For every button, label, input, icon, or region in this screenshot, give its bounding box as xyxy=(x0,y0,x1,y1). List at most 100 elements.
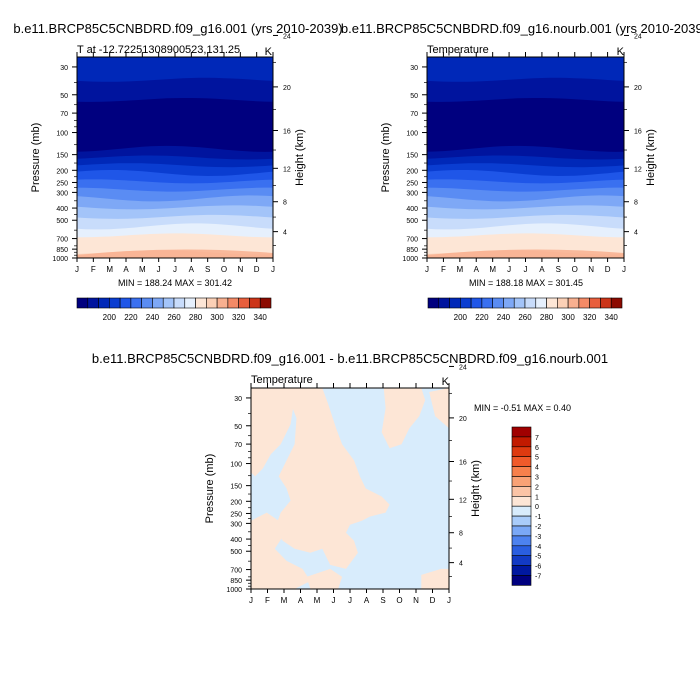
colorbar-label: -1 xyxy=(535,514,541,521)
panel-3-plot-area: J F M A M J J A S O N D J 30 50 70 100 150 200 250 300 400 500… xyxy=(204,364,482,605)
month-tick-label: A xyxy=(189,265,195,274)
pressure-tick-label: 70 xyxy=(60,111,68,118)
colorbar-label: 220 xyxy=(475,313,489,322)
colorbar-box xyxy=(511,495,532,507)
pressure-tick-label: 100 xyxy=(56,131,68,138)
contour-positive-region xyxy=(381,388,426,449)
colorbar-box xyxy=(578,297,590,309)
panel-2-stats: MIN = 188.18 MAX = 301.45 xyxy=(469,278,583,288)
colorbar-label: 340 xyxy=(605,313,619,322)
colorbar-label: 260 xyxy=(167,313,181,322)
panel-3-subtitle-left: Temperature xyxy=(251,374,313,386)
colorbar-label: -7 xyxy=(535,574,541,581)
month-tick-label: S xyxy=(380,596,385,605)
colorbar-label: 220 xyxy=(124,313,138,322)
month-tick-label: J xyxy=(622,265,626,274)
month-tick-label: J xyxy=(271,265,275,274)
month-tick-label: F xyxy=(441,265,446,274)
month-tick-label: O xyxy=(396,596,402,605)
colorbar-box xyxy=(511,555,532,566)
pressure-tick-label: 500 xyxy=(56,218,68,225)
pressure-tick-label: 30 xyxy=(410,65,418,72)
pressure-axis-label: Pressure (mb) xyxy=(380,123,392,193)
colorbar-label: 6 xyxy=(535,445,539,452)
pressure-tick-label: 100 xyxy=(230,462,242,469)
colorbar-box xyxy=(130,297,142,309)
height-axis-label: Height (km) xyxy=(470,460,482,517)
colorbar-label: 300 xyxy=(561,313,575,322)
colorbar-label: 0 xyxy=(535,504,539,511)
colorbar-label: 260 xyxy=(518,313,532,322)
pressure-tick-label: 1000 xyxy=(402,256,418,263)
contour-field xyxy=(427,57,624,258)
month-tick-label: F xyxy=(91,265,96,274)
month-tick-label: A xyxy=(123,265,129,274)
panel-3-title: b.e11.BRCP85C5CNBDRD.f09_g16.001 - b.e11… xyxy=(92,351,608,366)
panel-3-units: K xyxy=(442,376,450,388)
contour-positive-region xyxy=(429,388,449,429)
colorbar-box xyxy=(438,297,450,309)
height-tick-label: 24 xyxy=(634,33,642,40)
panel-1-subtitle-left: T at -12.72251308900523,131.25 xyxy=(77,44,240,56)
height-tick-label: 16 xyxy=(459,459,467,466)
month-tick-label: J xyxy=(157,265,161,274)
month-tick-label: N xyxy=(237,265,243,274)
pressure-tick-label: 1000 xyxy=(52,256,68,263)
contour-band-surface xyxy=(77,249,273,258)
colorbar-box xyxy=(511,476,532,487)
height-tick-label: 24 xyxy=(283,33,291,40)
contour-positive-region xyxy=(421,568,449,589)
panel-2-plot-area: J F M A M J J A S O N D J305070100150200250300400500… xyxy=(380,33,657,274)
pressure-tick-label: 850 xyxy=(406,247,418,254)
pressure-tick-label: 700 xyxy=(56,237,68,244)
colorbar-box xyxy=(511,575,532,586)
colorbar-box xyxy=(152,297,164,309)
pressure-tick-label: 400 xyxy=(230,537,242,544)
contour-positive-region xyxy=(274,388,390,569)
plot-frame xyxy=(76,56,274,259)
panel-1-title: b.e11.BRCP85C5CNBDRD.f09_g16.001 (yrs 20… xyxy=(13,21,342,36)
month-tick-label: O xyxy=(572,265,578,274)
month-tick-label: A xyxy=(298,596,304,605)
pressure-axis-label: Pressure (mb) xyxy=(204,454,216,524)
height-tick-label: 16 xyxy=(634,128,642,135)
pressure-tick-label: 850 xyxy=(230,578,242,585)
colorbar-box xyxy=(259,297,272,309)
pressure-tick-label: 300 xyxy=(230,521,242,528)
pressure-tick-label: 150 xyxy=(56,153,68,160)
height-axis-label: Height (km) xyxy=(294,129,306,186)
colorbar-box xyxy=(511,565,532,576)
colorbar-label: -6 xyxy=(535,564,541,571)
height-tick-label: 16 xyxy=(283,128,291,135)
colorbar-box xyxy=(195,297,207,309)
month-tick-label: M xyxy=(456,265,463,274)
panel-1-colorbar: 200 220 240 260 280 300 320 340 xyxy=(76,297,272,322)
colorbar-box xyxy=(511,436,532,448)
month-tick-label: F xyxy=(265,596,270,605)
contour-band-surface xyxy=(427,249,624,258)
pressure-tick-label: 300 xyxy=(406,190,418,197)
colorbar-box xyxy=(470,297,483,309)
pressure-tick-label: 30 xyxy=(234,396,242,403)
colorbar-label: 240 xyxy=(497,313,511,322)
colorbar-box xyxy=(141,297,153,309)
height-tick-label: 8 xyxy=(283,200,287,207)
pressure-tick-label: 300 xyxy=(56,190,68,197)
pressure-tick-label: 250 xyxy=(406,180,418,187)
colorbar-box xyxy=(511,545,532,556)
pressure-axis-label: Pressure (mb) xyxy=(30,123,42,193)
colorbar-label: 1 xyxy=(535,494,539,501)
month-tick-label: O xyxy=(221,265,227,274)
colorbar-box xyxy=(87,297,99,309)
plot-frame xyxy=(426,56,625,259)
month-tick-label: J xyxy=(425,265,429,274)
month-tick-label: D xyxy=(254,265,260,274)
panel-2-colorbar: 200 220 240 260 280 300 320 340 xyxy=(427,297,623,322)
colorbar-label: 7 xyxy=(535,435,539,442)
height-axis-label: Height (km) xyxy=(645,129,657,186)
colorbar-box xyxy=(511,515,532,527)
plot-frame xyxy=(250,387,450,590)
colorbar-box xyxy=(511,486,532,497)
colorbar-box xyxy=(216,297,229,309)
colorbar-box xyxy=(503,297,515,309)
